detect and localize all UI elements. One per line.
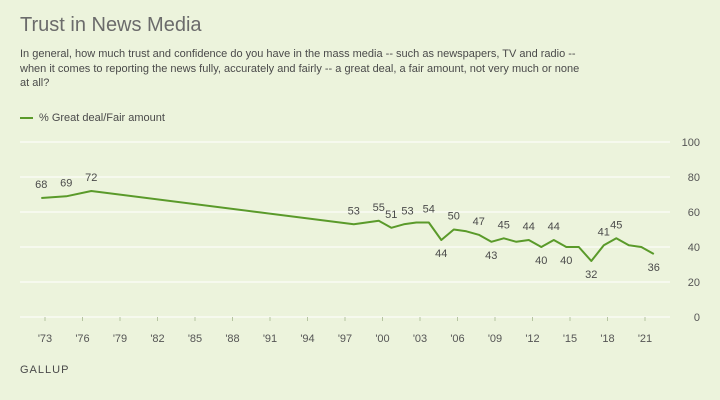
gallup-logo-text: GALLUP: [20, 364, 70, 376]
data-label: 53: [401, 205, 413, 217]
x-tick-label: '73: [38, 333, 52, 345]
x-tick-label: '79: [113, 333, 127, 345]
x-tick-label: '18: [600, 333, 614, 345]
legend-label: % Great deal/Fair amount: [39, 112, 165, 124]
series: [41, 190, 655, 262]
data-label: 45: [498, 219, 510, 231]
y-tick-label: 100: [682, 137, 700, 149]
x-tick-label: '82: [150, 333, 164, 345]
x-tick-label: '85: [188, 333, 202, 345]
legend-swatch: [20, 117, 33, 119]
x-tick-label: '15: [563, 333, 577, 345]
data-label: 47: [473, 216, 485, 228]
series-line: [41, 190, 655, 262]
x-tick-label: '94: [300, 333, 314, 345]
data-label: 44: [548, 221, 560, 233]
y-tick-label: 40: [688, 242, 700, 254]
y-tick-label: 20: [688, 277, 700, 289]
data-label: 51: [385, 209, 397, 221]
x-tick-label: '21: [638, 333, 652, 345]
x-tick-label: '09: [488, 333, 502, 345]
x-tick-label: '12: [525, 333, 539, 345]
data-label: 53: [348, 205, 360, 217]
data-label: 45: [610, 219, 622, 231]
data-label: 54: [423, 204, 435, 216]
y-tick-label: 0: [694, 312, 700, 324]
data-label: 72: [85, 172, 97, 184]
x-tick-label: '91: [263, 333, 277, 345]
x-axis-ticks: '73 '76 '79 '82 '85 '88 '91 '94 '97 '00 '03 '06 '09 '…: [38, 317, 652, 345]
x-tick-label: '88: [225, 333, 239, 345]
data-label: 55: [373, 202, 385, 214]
y-tick-label: 80: [688, 172, 700, 184]
data-label: 68: [35, 179, 47, 191]
x-tick-label: '03: [413, 333, 427, 345]
data-label: 43: [485, 250, 497, 262]
x-tick-label: '00: [375, 333, 389, 345]
data-label: 41: [598, 226, 610, 238]
y-axis-ticks: 0 20 40 60 80 100: [682, 137, 700, 324]
data-label: 40: [535, 255, 547, 267]
data-label: 36: [648, 262, 660, 274]
y-tick-label: 60: [688, 207, 700, 219]
data-label: 69: [60, 177, 72, 189]
data-label: 32: [585, 269, 597, 281]
x-tick-label: '97: [338, 333, 352, 345]
data-label: 44: [523, 221, 535, 233]
x-tick-label: '76: [75, 333, 89, 345]
chart-subtitle: In general, how much trust and confidenc…: [20, 48, 580, 89]
x-tick-label: '06: [450, 333, 464, 345]
data-label: 44: [435, 248, 447, 260]
data-label: 50: [448, 211, 460, 223]
chart-title: Trust in News Media: [20, 14, 202, 36]
gridlines: [20, 141, 670, 318]
data-label: 40: [560, 255, 572, 267]
legend: % Great deal/Fair amount: [20, 112, 165, 124]
